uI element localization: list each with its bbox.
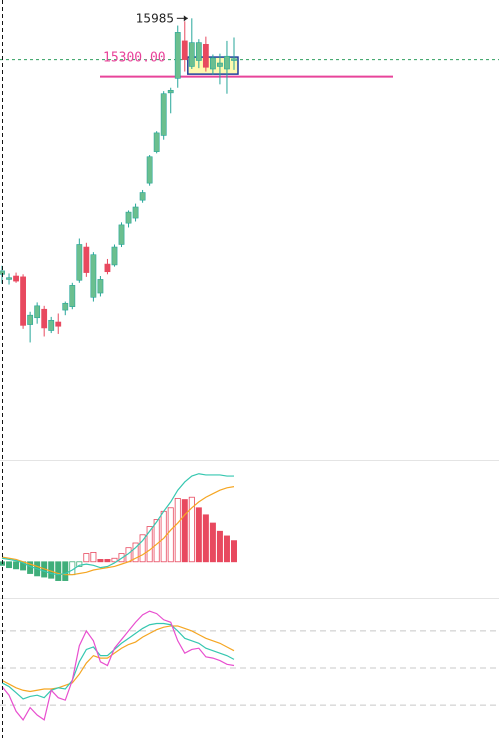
candle-body (111, 246, 118, 266)
candle-body (48, 319, 55, 331)
macd-pane (0, 473, 237, 581)
macd-histogram-bar (195, 507, 202, 563)
candle-body (202, 43, 209, 68)
candle-body (6, 277, 12, 280)
candle-body (217, 62, 223, 67)
candle-body (27, 314, 34, 325)
candle-body (231, 58, 237, 61)
macd-histogram-bar (90, 551, 97, 563)
candle-body (210, 57, 216, 70)
macd-histogram-bar (146, 526, 153, 563)
candle-body (13, 275, 19, 282)
candle-body (146, 156, 153, 184)
macd-histogram-bar (216, 530, 223, 563)
candle-body (76, 244, 83, 281)
macd-histogram-bar (132, 542, 139, 563)
candle-body (174, 32, 181, 79)
macd-histogram-bar (62, 561, 69, 581)
pane-dividers (0, 460, 499, 599)
macd-histogram-bar (76, 561, 83, 567)
candle-body (132, 206, 139, 219)
macd-histogram-bar (55, 561, 62, 581)
macd-histogram-bar (188, 496, 195, 563)
candle-body (181, 40, 188, 60)
candle-body (160, 93, 167, 136)
candle-body (0, 270, 5, 275)
macd-histogram-bar (153, 519, 160, 563)
macd-histogram-bar (181, 499, 188, 563)
candle-body (62, 302, 69, 311)
candle-body (90, 254, 97, 298)
macd-histogram-bar (202, 514, 209, 563)
candle-body (125, 211, 132, 224)
kdj-j-line (1, 625, 235, 693)
kdj-d-line (1, 622, 235, 700)
candle-body (118, 224, 125, 245)
candle-body (224, 55, 230, 70)
macd-histogram-bar (104, 559, 111, 563)
candle-body (20, 276, 26, 326)
macd-histogram-bar (174, 497, 181, 563)
level-price-label: 15300.00 (103, 51, 166, 66)
candle-body (153, 132, 160, 152)
candle-body (41, 308, 48, 329)
kdj-k-line (1, 610, 235, 721)
candle-body (188, 42, 195, 67)
kdj-pane (1, 610, 235, 721)
price-pane (0, 15, 499, 343)
macd-histogram-bar (111, 557, 118, 563)
macd-histogram-bar (209, 522, 216, 563)
candle-body (55, 321, 62, 327)
macd-histogram-bar (6, 561, 13, 569)
macd-histogram-bar (223, 535, 230, 563)
candle-body (139, 192, 146, 201)
macd-histogram-bar (83, 553, 90, 563)
price-annotations: 15985 15300.00 (103, 11, 174, 65)
candle-body (83, 246, 90, 273)
macd-histogram-bar (230, 540, 237, 563)
high-annotation: 15985 (136, 11, 174, 25)
macd-histogram-bar (97, 559, 104, 563)
macd-histogram-bar (167, 507, 174, 563)
macd-histogram-bar (139, 534, 146, 563)
macd-signal-line (1, 486, 235, 576)
candle-body (167, 89, 174, 94)
high-annotation-arrowhead (183, 15, 188, 22)
candle-body (97, 279, 104, 294)
candle-body (69, 285, 76, 307)
candle-body (195, 42, 202, 61)
candle-body (34, 305, 41, 319)
macd-line (1, 473, 234, 576)
candle-body (104, 263, 111, 273)
macd-histogram-bar (13, 561, 20, 570)
